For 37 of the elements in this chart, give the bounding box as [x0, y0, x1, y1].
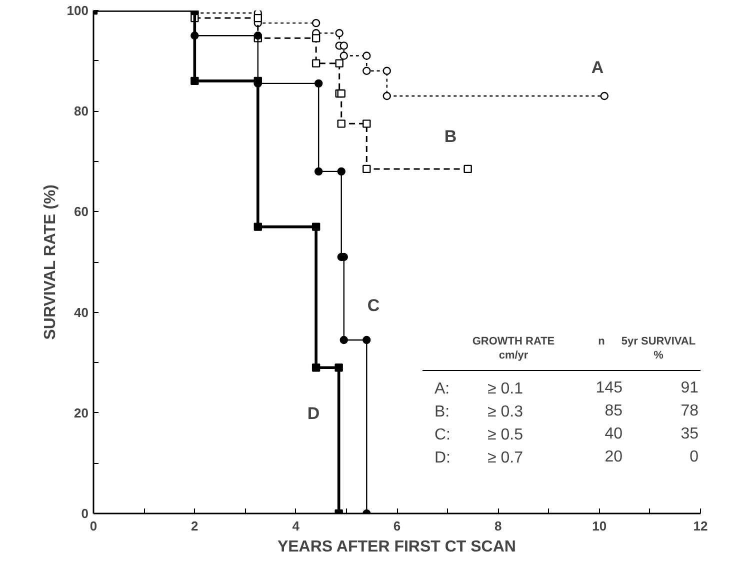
y-tick-label: 80 — [74, 104, 89, 119]
annotation: C: — [434, 426, 450, 444]
annotation: ≥ 0.7 — [488, 450, 524, 466]
annotation: D — [307, 404, 320, 423]
y-tick-label: 40 — [74, 304, 89, 320]
annotation: GROWTH RATE cm/yr — [472, 336, 555, 362]
annotation: 20 — [604, 448, 623, 466]
annotation: B — [444, 127, 457, 146]
annotation: 78 — [680, 402, 699, 420]
annotation: 145 — [596, 380, 623, 396]
annotation: ≥ 0.5 — [488, 426, 524, 444]
y-tick-label: 60 — [74, 204, 89, 220]
annotation: ≥ 0.3 — [488, 404, 524, 420]
annotation: 5yr SURVIVAL % — [621, 336, 696, 362]
y-axis-title: SURVIVAL RATE (%) — [42, 184, 59, 340]
annotation: 40 — [604, 426, 623, 442]
x-tick-label: 2 — [191, 518, 198, 534]
y-tick-label: 100 — [66, 3, 89, 18]
annotation: D: — [434, 450, 450, 466]
x-axis-title: YEARS AFTER FIRST CT SCAN — [277, 538, 516, 556]
x-tick-label: 4 — [292, 518, 300, 534]
x-tick-label: 6 — [393, 518, 401, 534]
x-tick-label: 12 — [693, 518, 708, 534]
annotation: A — [591, 58, 604, 77]
annotation: A: — [434, 380, 450, 398]
annotation: 0 — [690, 448, 699, 466]
y-tick-label: 20 — [74, 405, 89, 420]
annotation: ≥ 0.1 — [488, 380, 524, 398]
annotation: 35 — [680, 426, 699, 442]
annotation: C — [367, 296, 380, 315]
annotation: B: — [434, 404, 450, 420]
x-tick-label: 10 — [592, 518, 607, 534]
annotation: n — [598, 336, 606, 348]
y-tick-label: 0 — [81, 506, 89, 521]
annotation: 85 — [604, 402, 623, 420]
x-tick-label: 8 — [494, 518, 502, 534]
annotation: 91 — [680, 380, 699, 396]
